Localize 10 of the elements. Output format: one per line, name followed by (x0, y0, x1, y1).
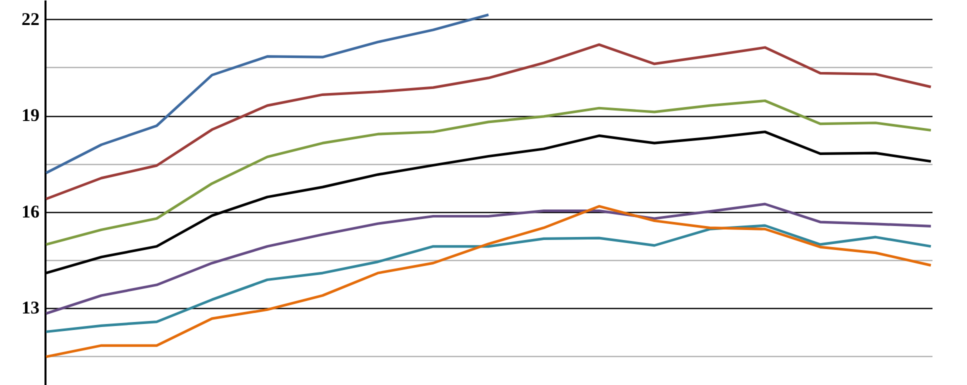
y-tick-label: 16 (22, 201, 40, 222)
line-series (45, 224, 932, 334)
y-tick-label: 13 (22, 298, 40, 318)
y-tick-label: 19 (22, 105, 40, 125)
line-series (45, 204, 932, 358)
line-series (45, 13, 490, 174)
line-series (45, 202, 932, 315)
y-tick-label: 22 (22, 8, 40, 29)
line-series (45, 43, 932, 200)
line-series (45, 99, 932, 246)
